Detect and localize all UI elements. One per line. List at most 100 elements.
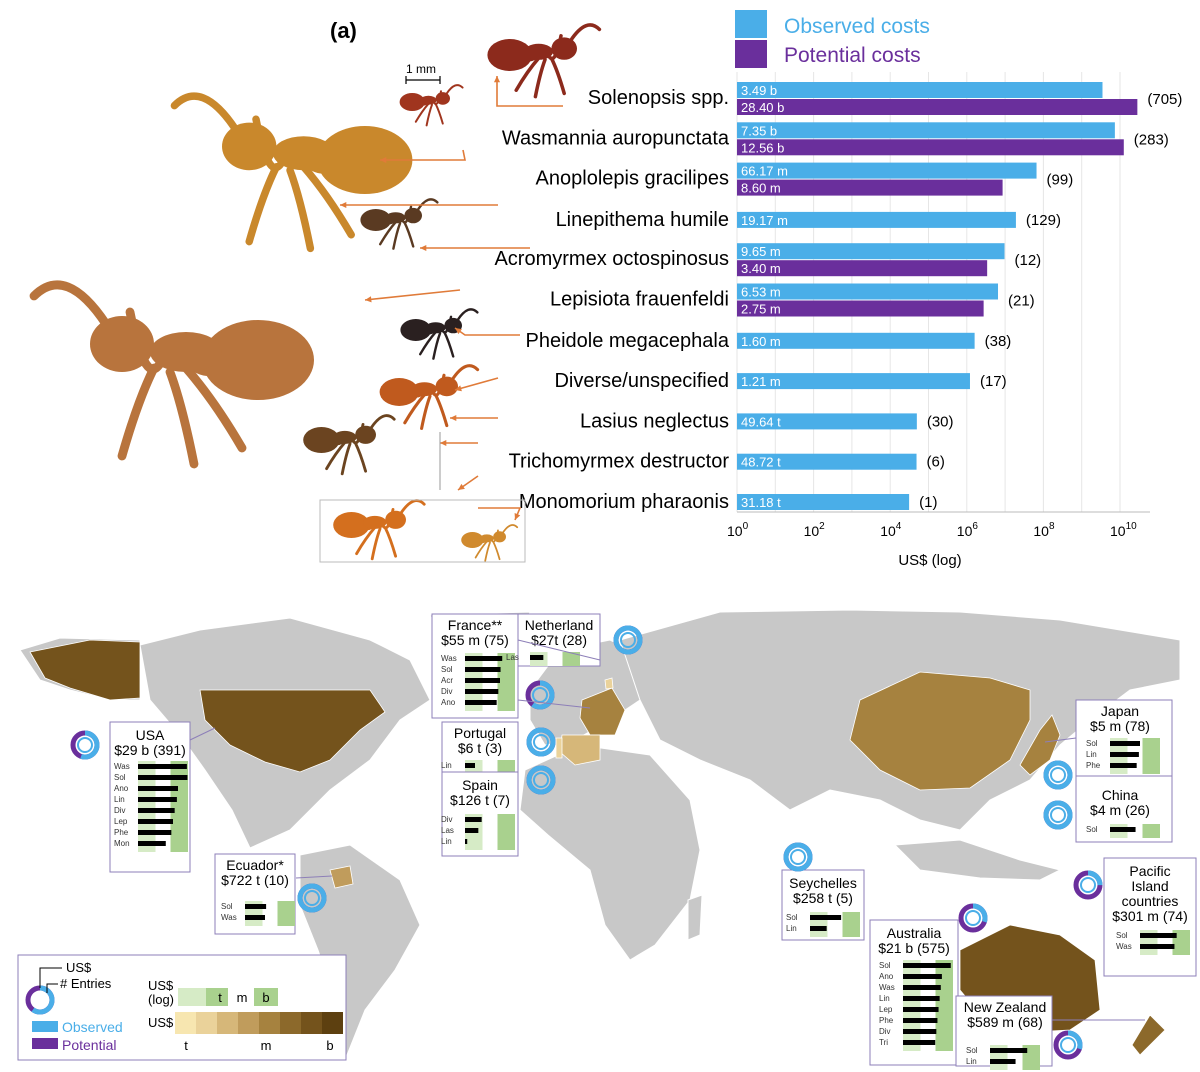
legend-pointer-entries <box>46 983 58 993</box>
species-label: Acromyrmex octospinosus <box>494 248 729 270</box>
mini-bar <box>903 1018 938 1023</box>
mini-species-label: Lep <box>879 1005 893 1014</box>
country-new-zealand <box>1131 1014 1166 1056</box>
entries-label: (12) <box>1015 252 1042 269</box>
entries-label: (99) <box>1047 172 1074 189</box>
entries-label: (129) <box>1026 212 1061 229</box>
legend-observed-label: Observed <box>62 1019 123 1035</box>
donut-inner-ring <box>790 849 806 865</box>
legend-log-cell <box>254 988 278 1006</box>
donut-ring-observed <box>783 842 813 872</box>
mini-bg-m <box>547 652 563 666</box>
leader-arrow <box>364 289 461 301</box>
mini-bar <box>810 915 842 920</box>
bar-observed <box>737 243 1005 260</box>
mini-species-label: Was <box>441 654 457 663</box>
country-total: $27t (28) <box>531 632 587 648</box>
donut-pacific-island-countries <box>1073 870 1103 900</box>
country-name: Island <box>1131 878 1168 894</box>
legend-color-cell <box>280 1012 301 1034</box>
bar-observed <box>737 332 975 349</box>
legend-swatch-observed <box>32 1021 58 1032</box>
mini-bar <box>245 904 267 909</box>
mini-bar <box>903 1007 939 1012</box>
country-japan <box>1019 714 1061 776</box>
mini-species-label: Div <box>441 815 453 824</box>
legend-color-tick: b <box>326 1038 333 1053</box>
species-label: Monomorium pharaonis <box>519 491 729 513</box>
country-box-portugal: Portugal$6 t (3) Lin <box>441 721 519 774</box>
x-tick-label: 100 <box>727 521 749 539</box>
landmass-south-america <box>299 844 421 1061</box>
donut-inner-ring <box>304 890 320 906</box>
mini-species-label: Was <box>221 913 237 922</box>
country-total: $21 b (575) <box>878 940 950 956</box>
legend-swatch-potential <box>32 1038 58 1049</box>
donut-ring-observed <box>525 680 555 710</box>
mini-bg-m <box>482 814 498 850</box>
country-portugal <box>555 737 563 759</box>
legend-swatch-potential <box>735 40 767 68</box>
bar-observed <box>737 162 1037 179</box>
ant-photo-7 <box>333 499 426 561</box>
species-label: Anoplolepis gracilipes <box>536 168 729 190</box>
mini-bar <box>903 974 942 979</box>
country-name: Spain <box>462 777 498 793</box>
country-total: $29 b (391) <box>114 742 186 758</box>
legend-log-tick: t <box>218 990 222 1005</box>
mini-species-label: Lin <box>966 1057 977 1066</box>
leader-arrowhead <box>450 414 457 422</box>
leader-arrowhead <box>440 439 447 447</box>
country-name: Australia <box>887 925 942 941</box>
bar-observed-label: 48.72 t <box>741 455 781 470</box>
mini-species-label: Ano <box>441 698 456 707</box>
mini-species-label: Las <box>506 653 519 662</box>
ant-photo-3 <box>360 198 439 250</box>
leader-arrow <box>496 76 563 107</box>
donut-netherland <box>613 625 643 655</box>
bar-observed <box>737 413 917 430</box>
donut-ring-observed <box>1043 760 1073 790</box>
donut-ring-observed <box>297 883 327 913</box>
donut-ecuador- <box>297 883 327 913</box>
mini-bar <box>465 839 468 844</box>
mini-bar <box>465 828 479 833</box>
scale-bar: 1 mm <box>405 62 441 84</box>
donut-seychelles <box>783 842 813 872</box>
legend-log-cell <box>206 988 228 1006</box>
panel-label: (a) <box>330 18 357 43</box>
legend-color-cell <box>238 1012 259 1034</box>
legend-usd-label: US$ <box>66 960 92 975</box>
donut-australia <box>958 903 988 933</box>
mini-bar <box>903 1040 936 1045</box>
map-annotations: USA$29 b (391) Was Sol Ano Lin Div Lep Phe Mon Fr… <box>70 613 1197 1070</box>
legend-label-potential: Potential costs <box>784 44 921 67</box>
leader-arrowhead <box>514 513 521 520</box>
bar-observed <box>737 453 917 470</box>
leader-arrowhead <box>365 296 372 303</box>
ant-photo-large-1 <box>170 92 413 253</box>
donut-china <box>1043 800 1073 830</box>
mini-bar <box>465 700 497 705</box>
x-tick-label: 104 <box>880 521 902 539</box>
leader-arrow <box>454 327 520 336</box>
species-label: Solenopsis spp. <box>588 87 729 109</box>
donut-japan <box>1043 760 1073 790</box>
country-leader-line <box>189 727 216 741</box>
mini-species-label: Phe <box>114 828 129 837</box>
bar-observed-label: 19.17 m <box>741 213 788 228</box>
country-total: $126 t (7) <box>450 792 510 808</box>
country-box-spain: Spain$126 t (7) Div Las Lin <box>441 771 519 857</box>
mini-species-label: Was <box>879 983 895 992</box>
bar-potential-label: 28.40 b <box>741 100 784 115</box>
ant-photo-4 <box>400 308 479 360</box>
mini-bar <box>138 819 173 824</box>
legend-log-cell <box>178 988 206 1006</box>
x-tick-label: 108 <box>1033 521 1055 539</box>
scale-bar-label: 1 mm <box>406 62 436 76</box>
legend-color-cell <box>196 1012 217 1034</box>
legend-log-title-1: US$ <box>148 978 174 993</box>
bar-legend: Observed costs Potential costs <box>735 10 930 68</box>
